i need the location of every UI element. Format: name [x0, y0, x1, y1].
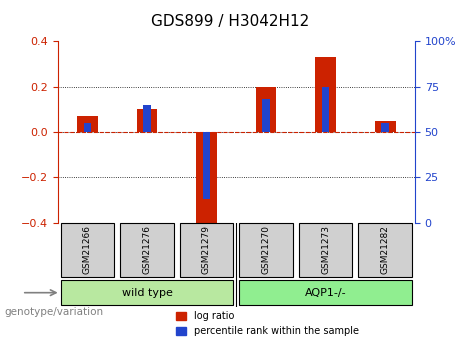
- FancyBboxPatch shape: [120, 223, 174, 277]
- Text: GDS899 / H3042H12: GDS899 / H3042H12: [151, 14, 310, 29]
- Bar: [136, 109, 157, 132]
- FancyBboxPatch shape: [358, 223, 412, 277]
- Legend: log ratio, percentile rank within the sample: log ratio, percentile rank within the sa…: [172, 307, 362, 340]
- Bar: [143, 105, 151, 132]
- Bar: [375, 121, 396, 132]
- Text: genotype/variation: genotype/variation: [5, 307, 104, 317]
- Bar: [196, 132, 217, 229]
- Bar: [382, 123, 389, 132]
- Text: wild type: wild type: [122, 288, 172, 298]
- Text: GSM21270: GSM21270: [261, 225, 271, 274]
- Text: GSM21266: GSM21266: [83, 225, 92, 274]
- Text: GSM21276: GSM21276: [142, 225, 152, 274]
- FancyBboxPatch shape: [60, 280, 233, 305]
- Bar: [255, 87, 277, 132]
- Text: GSM21279: GSM21279: [202, 225, 211, 274]
- FancyBboxPatch shape: [239, 280, 412, 305]
- Bar: [84, 123, 91, 132]
- Bar: [77, 116, 98, 132]
- Bar: [322, 87, 329, 132]
- Bar: [315, 57, 336, 132]
- FancyBboxPatch shape: [60, 223, 114, 277]
- Text: AQP1-/-: AQP1-/-: [305, 288, 346, 298]
- FancyBboxPatch shape: [180, 223, 233, 277]
- Bar: [203, 132, 210, 199]
- Text: GSM21282: GSM21282: [381, 225, 390, 274]
- FancyBboxPatch shape: [299, 223, 352, 277]
- Text: GSM21273: GSM21273: [321, 225, 330, 274]
- FancyBboxPatch shape: [239, 223, 293, 277]
- Bar: [262, 99, 270, 132]
